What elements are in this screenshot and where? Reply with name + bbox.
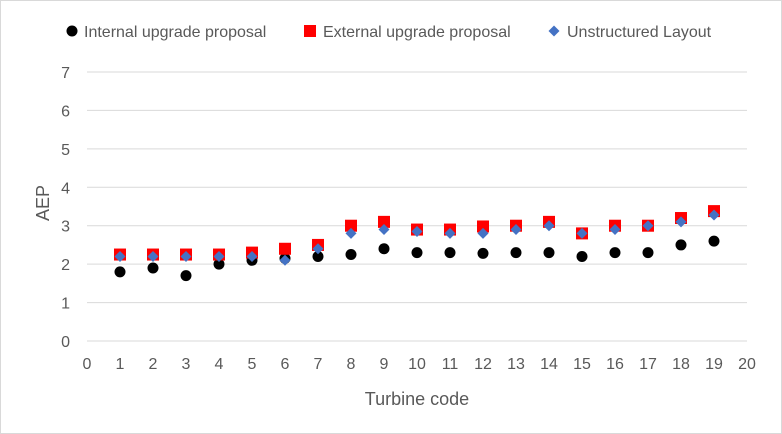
series-3 [114, 209, 720, 266]
data-point [675, 239, 687, 251]
x-tick-label: 12 [474, 356, 492, 373]
data-point [345, 227, 357, 239]
data-point [510, 247, 522, 259]
data-point [345, 219, 357, 232]
data-point [312, 243, 324, 255]
data-point [411, 247, 423, 259]
data-point [444, 247, 456, 259]
x-tick-label: 18 [672, 356, 690, 373]
x-tick-label: 2 [149, 356, 158, 373]
data-point [411, 225, 423, 237]
data-point [576, 250, 588, 262]
data-point [708, 235, 720, 247]
legend-label: Internal upgrade proposal [84, 24, 266, 41]
x-tick-label: 8 [347, 356, 356, 373]
x-tick-label: 6 [281, 356, 290, 373]
x-tick-label: 10 [408, 356, 426, 373]
legend-label: Unstructured Layout [567, 24, 712, 41]
x-tick-label: 7 [314, 356, 323, 373]
y-tick-label: 1 [61, 296, 70, 313]
legend-item: Unstructured Layout [548, 24, 712, 41]
legend: Internal upgrade proposal External upgrad… [66, 24, 712, 41]
data-point [477, 227, 489, 239]
x-tick-label: 11 [442, 356, 459, 373]
legend-item: External upgrade proposal [304, 24, 511, 41]
data-point [510, 224, 522, 236]
legend-marker [304, 25, 316, 37]
x-tick-label: 20 [738, 356, 756, 373]
data-point [576, 227, 588, 239]
data-point [147, 250, 159, 262]
y-tick-labels: 0 1 2 3 4 5 6 7 [61, 65, 70, 351]
y-tick-label: 3 [61, 219, 70, 236]
data-point [312, 250, 324, 262]
legend-marker [548, 25, 560, 37]
x-axis-label: Turbine code [365, 389, 469, 409]
data-point [444, 227, 456, 239]
data-point [543, 220, 555, 232]
y-tick-label: 0 [61, 334, 70, 351]
data-point [114, 250, 126, 262]
data-point [180, 250, 192, 262]
x-tick-label: 4 [215, 356, 224, 373]
data-point [180, 270, 192, 282]
data-point [279, 254, 291, 266]
x-tick-label: 1 [116, 356, 125, 373]
y-tick-label: 2 [61, 257, 70, 274]
data-point [708, 209, 720, 221]
legend-marker [66, 25, 78, 37]
data-point [213, 250, 225, 262]
y-axis-label: AEP [33, 185, 53, 221]
data-points [114, 205, 720, 282]
y-tick-label: 5 [61, 142, 70, 159]
data-point [114, 266, 126, 278]
data-point [147, 262, 159, 274]
x-tick-label: 5 [248, 356, 257, 373]
x-tick-labels: 0 1 2 3 4 5 6 7 8 9 10 11 12 13 14 15 16 17 18 19 20 [83, 356, 756, 373]
y-tick-label: 7 [61, 65, 70, 82]
x-tick-label: 3 [182, 356, 191, 373]
data-point [378, 215, 390, 228]
y-tick-label: 4 [61, 180, 70, 197]
x-tick-label: 13 [507, 356, 525, 373]
legend-label: External upgrade proposal [323, 24, 511, 41]
x-tick-label: 16 [606, 356, 624, 373]
data-point [642, 247, 654, 259]
data-point [543, 247, 555, 259]
data-point [609, 247, 621, 259]
x-tick-label: 14 [540, 356, 558, 373]
x-tick-label: 15 [573, 356, 591, 373]
y-tick-label: 6 [61, 103, 70, 120]
x-tick-label: 0 [83, 356, 92, 373]
data-point [378, 243, 390, 255]
data-point [642, 220, 654, 232]
data-point [345, 249, 357, 261]
data-point [378, 224, 390, 236]
data-point [675, 216, 687, 228]
gridlines [87, 71, 747, 304]
data-point [213, 258, 225, 270]
data-point [279, 242, 291, 255]
data-point [609, 224, 621, 236]
x-tick-label: 17 [639, 356, 657, 373]
data-point [477, 247, 489, 259]
data-point [477, 220, 489, 233]
x-tick-label: 19 [705, 356, 723, 373]
data-point [246, 250, 258, 262]
legend-item: Internal upgrade proposal [66, 24, 266, 41]
x-tick-label: 9 [380, 356, 389, 373]
series-1 [114, 235, 720, 282]
